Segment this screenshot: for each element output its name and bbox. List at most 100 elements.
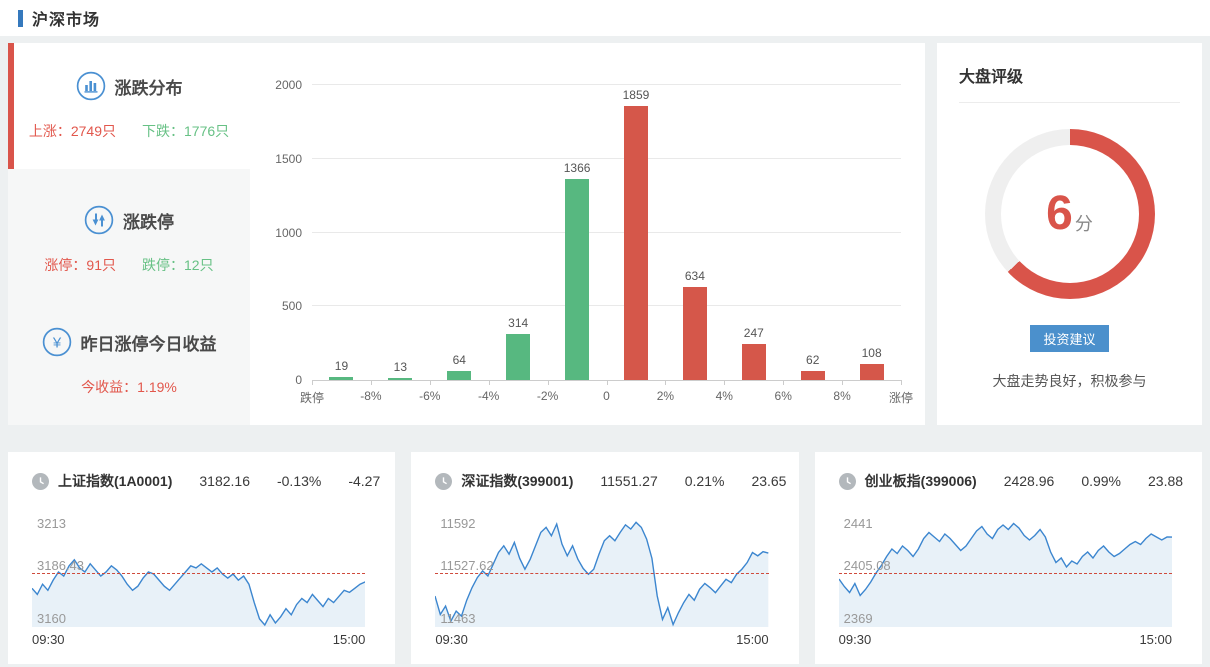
- x-axis-tick: [606, 380, 608, 385]
- sidebar-item-yesterday-return[interactable]: ¥ 昨日涨停今日收益 今收益：1.19%: [8, 327, 250, 397]
- y-axis-tick-label: 1500: [275, 151, 302, 166]
- prev-close-line: [435, 572, 769, 574]
- rating-gauge: 6 分: [984, 129, 1155, 299]
- x-axis-tick: [901, 380, 902, 385]
- index-change-pct: 0.99%: [1081, 473, 1122, 489]
- prev-close-line: [32, 573, 366, 575]
- y-min-label: 3160: [37, 611, 66, 626]
- bar: [859, 364, 884, 380]
- index-change: 23.88: [1148, 473, 1184, 489]
- sidebar-item-label: 昨日涨停今日收益: [80, 334, 217, 354]
- limit-down-count: 跌停：12只: [142, 257, 214, 273]
- x-axis-tick-label: 跌停: [299, 391, 325, 405]
- clock-icon: [32, 472, 49, 490]
- sidebar-item-limit[interactable]: 涨跌停 涨停：91只 跌停：12只: [8, 205, 250, 275]
- index-change-pct: 0.21%: [684, 473, 725, 489]
- y-min-label: 2369: [843, 611, 873, 626]
- bar-slot: 1366: [548, 85, 607, 380]
- x-axis-tick-label: -6%: [419, 389, 441, 403]
- index-card-chinext[interactable]: 创业板指(399006) 2428.96 0.99% 23.88 2441 24…: [814, 452, 1202, 664]
- intraday-line: [32, 519, 366, 627]
- bar: [741, 343, 766, 380]
- y-max-label: 2441: [843, 516, 873, 531]
- market-sidebar: 涨跌分布 上涨：2749只 下跌：1776只: [8, 43, 250, 425]
- bar-slot: 13: [371, 85, 430, 380]
- time-start-label: 09:30: [838, 632, 872, 647]
- y-min-label: 11463: [440, 611, 476, 626]
- rating-score: 6: [1046, 187, 1073, 240]
- x-axis-tick-label: -4%: [478, 389, 500, 403]
- index-price: 2428.96: [1003, 473, 1055, 489]
- y-max-label: 11592: [440, 516, 476, 531]
- index-card-shenzhen[interactable]: 深证指数(399001) 11551.27 0.21% 23.65 11592 …: [411, 452, 799, 664]
- bar-value-label: 64: [452, 352, 466, 367]
- bar-chart-icon: [76, 71, 105, 101]
- bar-slot: 1859: [607, 85, 666, 380]
- bar-value-label: 19: [334, 359, 349, 374]
- y-axis-tick-label: 1000: [275, 225, 302, 240]
- up-down-arrows-icon: [84, 205, 114, 235]
- page-title: 沪深市场: [32, 12, 101, 29]
- limit-up-count: 涨停：91只: [44, 257, 116, 273]
- selected-marker: [8, 43, 14, 169]
- svg-text:¥: ¥: [51, 335, 61, 352]
- index-change: 23.65: [751, 473, 787, 489]
- bar-series: 19 13 64 314 1366 1859 634 247 62 108: [312, 85, 901, 380]
- index-cards-row: 上证指数(1A0001) 3182.16 -0.13% -4.27 3213 3…: [0, 425, 1210, 664]
- index-name: 创业板指(399006): [864, 473, 977, 489]
- x-axis-tick-label: 6%: [774, 389, 792, 403]
- sidebar-item-label: 涨跌分布: [114, 78, 183, 98]
- index-change: -4.27: [348, 473, 381, 489]
- page-header: 沪深市场: [0, 0, 1210, 36]
- x-axis-tick: [488, 380, 490, 385]
- bar-slot: 247: [724, 85, 783, 380]
- investment-advice-button[interactable]: 投资建议: [1030, 325, 1109, 352]
- bar-value-label: 13: [393, 360, 408, 375]
- intraday-line: [435, 519, 769, 627]
- decline-count: 下跌：1776只: [142, 123, 230, 139]
- index-name: 深证指数(399001): [461, 473, 574, 489]
- sidebar-item-distribution[interactable]: 涨跌分布 上涨：2749只 下跌：1776只: [8, 43, 250, 169]
- gridline: [312, 84, 901, 85]
- divider: [959, 102, 1180, 103]
- y-max-label: 3213: [37, 516, 66, 531]
- bar-value-label: 247: [743, 325, 764, 340]
- bar-value-label: 1366: [563, 160, 591, 175]
- bar: [388, 378, 413, 380]
- bar-value-label: 1859: [622, 87, 650, 102]
- time-start-label: 09:30: [435, 632, 468, 647]
- x-axis-tick-label: -2%: [536, 389, 559, 403]
- sidebar-item-label: 涨跌停: [123, 212, 174, 232]
- x-axis-tick-label: 4%: [715, 389, 733, 403]
- time-end-label: 15:00: [736, 632, 769, 647]
- bar-slot: 634: [665, 85, 724, 380]
- index-change-pct: -0.13%: [276, 473, 322, 489]
- bar: [506, 333, 531, 380]
- prev-close-label: 11527.62: [440, 557, 494, 573]
- x-axis-tick: [547, 380, 549, 385]
- distribution-bar-chart: 0 500 1000 1500 2000 19 13 64 314 1366 1859 634 247 6…: [250, 43, 925, 425]
- rating-panel: 大盘评级 6 分 投资建议 大盘走势良好，积极参与: [937, 43, 1202, 425]
- bar: [623, 105, 648, 380]
- x-axis-tick: [665, 380, 667, 385]
- clock-icon: [435, 472, 453, 490]
- bar-slot: 19: [312, 85, 371, 380]
- bar-value-label: 62: [806, 352, 820, 367]
- bar-slot: 108: [842, 85, 901, 380]
- x-axis-tick-label: 2%: [656, 389, 675, 403]
- bar-value-label: 634: [684, 268, 705, 283]
- index-card-shanghai[interactable]: 上证指数(1A0001) 3182.16 -0.13% -4.27 3213 3…: [8, 452, 396, 664]
- prev-close-label: 3186.43: [37, 558, 84, 574]
- today-return: 今收益：1.19%: [81, 379, 177, 395]
- x-axis-tick: [842, 380, 844, 385]
- time-end-label: 15:00: [1139, 632, 1172, 647]
- x-axis-tick-label: 涨停: [888, 391, 914, 405]
- bar: [682, 286, 707, 380]
- x-axis-tick: [724, 380, 726, 385]
- prev-close-line: [838, 572, 1172, 574]
- time-start-label: 09:30: [32, 632, 65, 647]
- bar-slot: 64: [430, 85, 489, 380]
- gridline: [312, 157, 901, 159]
- intraday-chart: 11592 11527.62 11463: [411, 505, 798, 627]
- x-axis-tick: [783, 380, 785, 385]
